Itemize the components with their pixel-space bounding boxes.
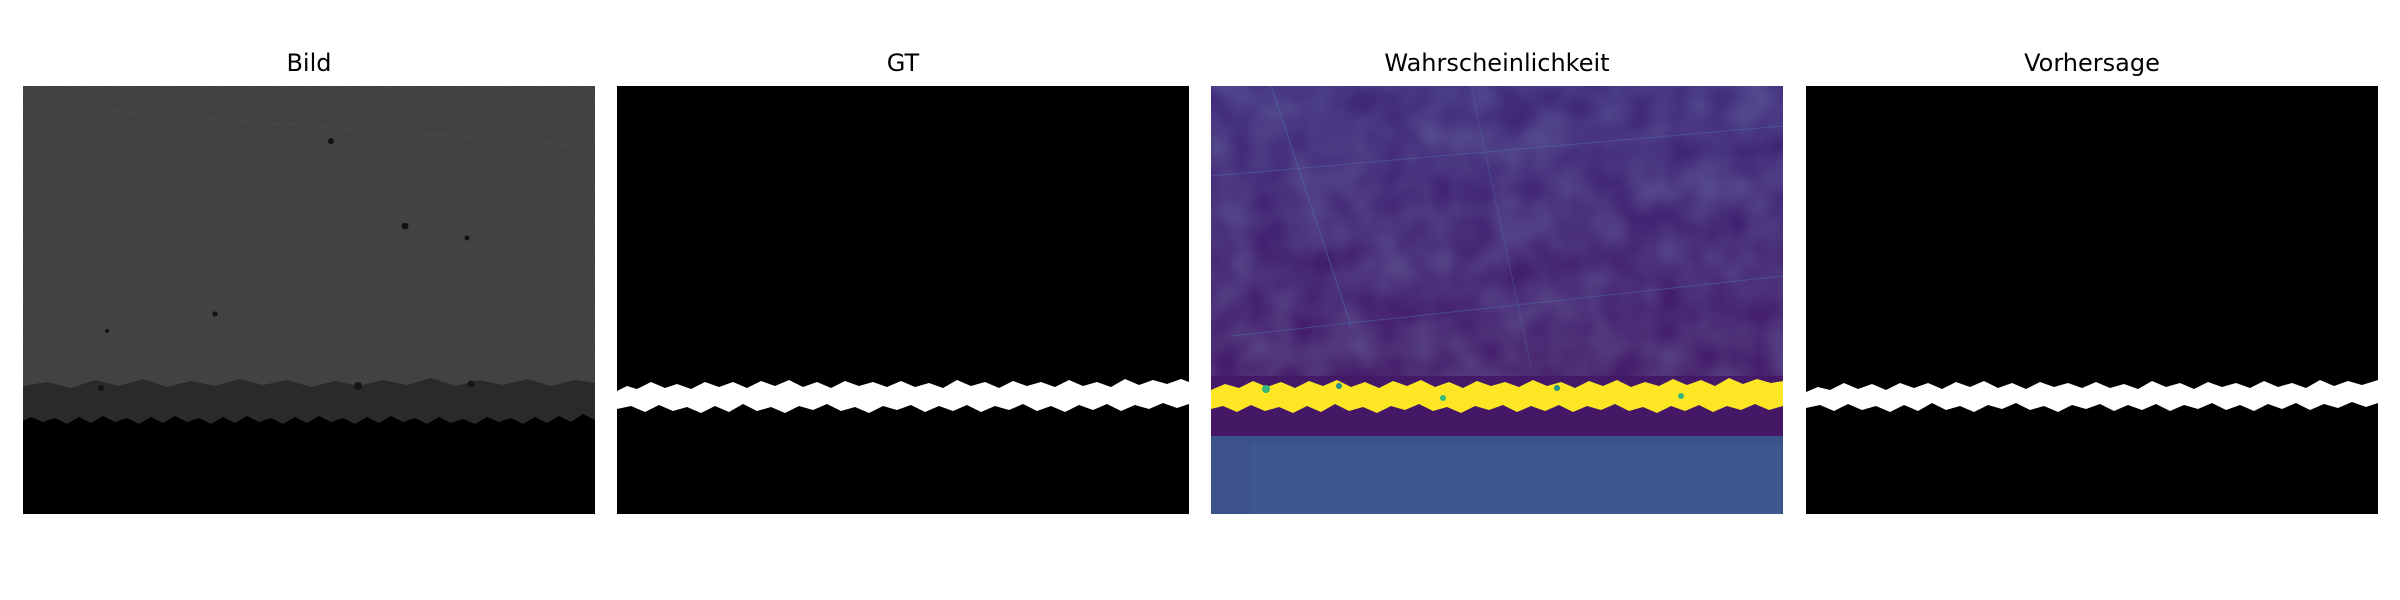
title-ground-truth: GT <box>886 49 920 77</box>
ground-truth-mask <box>617 86 1189 514</box>
prediction-mask-panel <box>1806 86 2378 514</box>
micrograph-image <box>23 86 595 514</box>
micrograph-image-panel <box>23 86 595 514</box>
probability-heatmap <box>1211 86 1783 514</box>
probability-heatmap-panel <box>1211 86 1783 514</box>
title-probability: Wahrscheinlichkeit <box>1384 49 1610 77</box>
prediction-mask <box>1806 86 2378 514</box>
ground-truth-mask-panel <box>617 86 1189 514</box>
title-image: Bild <box>286 49 332 77</box>
title-prediction: Vorhersage <box>2024 49 2160 77</box>
